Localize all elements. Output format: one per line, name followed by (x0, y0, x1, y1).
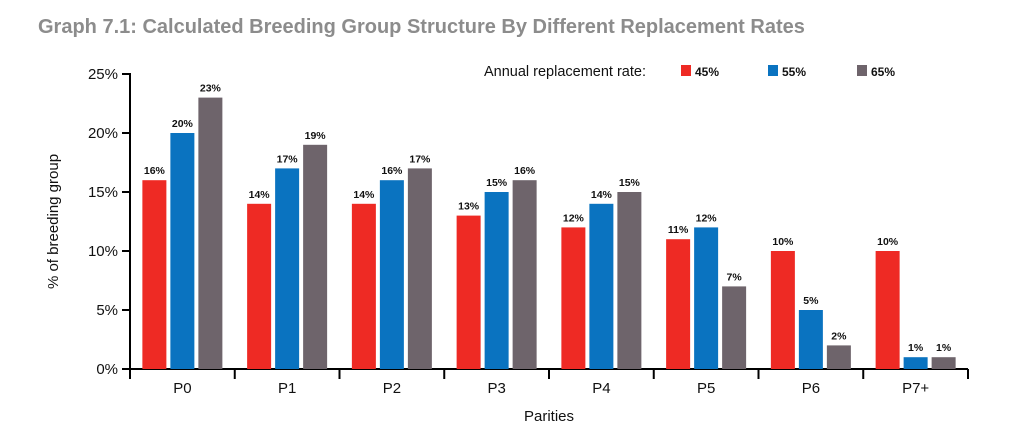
legend-title: Annual replacement rate: (484, 64, 646, 80)
data-label: 16% (144, 165, 166, 177)
bar (351, 203, 376, 369)
data-label: 10% (877, 236, 899, 248)
x-tick-label: P2 (383, 380, 401, 397)
data-label: 17% (409, 153, 431, 165)
data-label: 5% (803, 295, 819, 307)
y-axis-title: % of breeding group (45, 154, 62, 289)
data-label: 14% (249, 189, 271, 201)
legend: Annual replacement rate: 45% 55% 65% (484, 64, 895, 80)
x-tick-label: P4 (592, 380, 610, 397)
bar (303, 144, 328, 369)
bar (142, 180, 167, 369)
data-label: 15% (486, 177, 508, 189)
data-label: 12% (696, 212, 718, 224)
bar (512, 180, 537, 369)
bar (456, 215, 481, 369)
x-tick-label: P5 (697, 380, 715, 397)
data-label: 14% (591, 189, 613, 201)
bar (770, 251, 795, 369)
y-tick-label: 10% (88, 243, 118, 260)
x-tick-label: P7+ (902, 380, 929, 397)
data-labels: 16% 20% 23% 14% 17% 19% 14% 16% 17% 13% 15% 16% 12% 1… (144, 83, 952, 355)
data-label: 23% (200, 83, 222, 95)
bar (198, 97, 223, 369)
bar (561, 227, 586, 369)
data-label: 17% (277, 153, 299, 165)
y-tick-label: 5% (96, 302, 118, 319)
legend-swatch (681, 65, 691, 76)
bar (275, 168, 300, 369)
bar (798, 310, 823, 369)
bar (589, 203, 614, 369)
data-label: 11% (668, 224, 689, 236)
bar (379, 180, 404, 369)
bars (142, 97, 956, 369)
x-tick-label: P3 (487, 380, 505, 397)
data-label: 16% (381, 165, 403, 177)
legend-label: 55% (782, 65, 806, 79)
data-label: 19% (305, 130, 327, 142)
legend-label: 65% (871, 65, 895, 79)
bar (247, 203, 272, 369)
bar (666, 239, 691, 369)
bar (931, 357, 956, 369)
bar (903, 357, 928, 369)
data-label: 7% (727, 271, 743, 283)
data-label: 1% (936, 342, 952, 354)
y-tick-label: 25% (88, 66, 118, 83)
x-axis-title: Parities (524, 408, 574, 425)
chart-title: Graph 7.1: Calculated Breeding Group Str… (38, 16, 805, 38)
data-label: 20% (172, 118, 194, 130)
data-label: 16% (514, 165, 536, 177)
y-tick-label: 15% (88, 184, 118, 201)
axes: 0% 5% 10% 15% 20% 25% P0 P1 P2 P3 P4 P5 P6 P7+ (88, 66, 969, 397)
data-label: 13% (458, 201, 480, 213)
data-label: 15% (619, 177, 641, 189)
y-tick-label: 20% (88, 125, 118, 142)
data-label: 14% (353, 189, 375, 201)
y-tick-label: 0% (96, 361, 118, 378)
bar (875, 251, 900, 369)
x-tick-label: P0 (173, 380, 191, 397)
bar (407, 168, 432, 369)
bar (722, 286, 747, 369)
bar (170, 133, 195, 369)
legend-swatch (768, 65, 778, 76)
bar (694, 227, 719, 369)
legend-swatch (857, 65, 867, 76)
data-label: 12% (563, 212, 585, 224)
x-tick-label: P6 (802, 380, 820, 397)
data-label: 10% (772, 236, 794, 248)
data-label: 1% (908, 342, 924, 354)
bar (484, 192, 509, 369)
x-tick-label: P1 (278, 380, 296, 397)
legend-label: 45% (695, 65, 719, 79)
data-label: 2% (831, 330, 847, 342)
bar (826, 345, 851, 369)
bar (617, 192, 642, 369)
